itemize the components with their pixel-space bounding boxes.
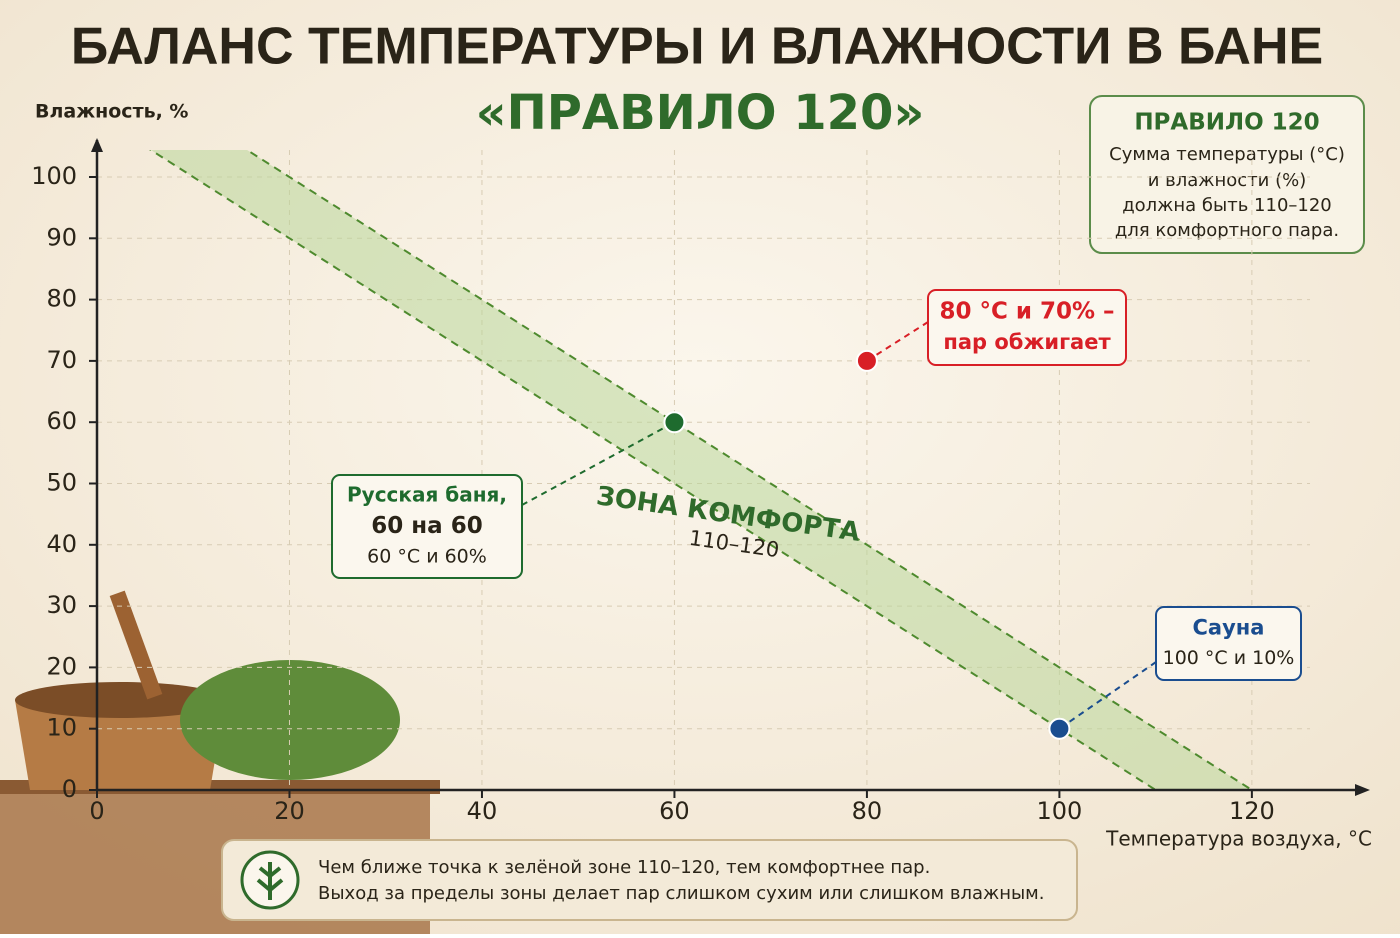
y-tick-label: 0 bbox=[62, 775, 77, 803]
zone-band bbox=[150, 150, 1252, 790]
note-box: Чем ближе точка к зелёной зоне 110–120, … bbox=[221, 839, 1078, 921]
callout-text: Сауна bbox=[1193, 615, 1265, 639]
subtitle: «ПРАВИЛО 120» bbox=[476, 85, 925, 141]
title: БАЛАНС ТЕМПЕРАТУРЫ И ВЛАЖНОСТИ В БАНЕ bbox=[71, 18, 1323, 76]
y-tick-label: 80 bbox=[46, 285, 77, 313]
callout-text: пар обжигает bbox=[943, 330, 1111, 354]
y-tick-label: 20 bbox=[46, 652, 77, 680]
x-axis-label: Температура воздуха, °С bbox=[1105, 827, 1372, 851]
callout-text: 60 на 60 bbox=[371, 513, 482, 539]
x-tick-label: 20 bbox=[274, 797, 305, 825]
y-axis-label: Влажность, % bbox=[35, 101, 188, 123]
info-line: Сумма температуры (°С) bbox=[1109, 144, 1345, 165]
y-tick-label: 70 bbox=[46, 346, 77, 374]
y-tick-label: 30 bbox=[46, 591, 77, 619]
info-line: и влажности (%) bbox=[1148, 170, 1307, 191]
y-tick-label: 60 bbox=[46, 407, 77, 435]
y-tick-label: 50 bbox=[46, 469, 77, 497]
callout-text: Русская баня, bbox=[347, 483, 507, 507]
callout-text: 60 °С и 60% bbox=[367, 545, 487, 567]
point bbox=[663, 411, 686, 434]
note-line: Выход за пределы зоны делает пар слишком… bbox=[318, 883, 1045, 904]
info-line: должна быть 110–120 bbox=[1122, 195, 1332, 216]
note-frame bbox=[221, 839, 1078, 921]
callout-line bbox=[1058, 661, 1157, 730]
info-box: ПРАВИЛО 120 Сумма температуры (°С) и вла… bbox=[1089, 95, 1365, 254]
callout-line bbox=[866, 321, 929, 362]
y-tick-label: 40 bbox=[46, 530, 77, 558]
x-tick-label: 100 bbox=[1036, 797, 1082, 825]
x-tick-label: 40 bbox=[467, 797, 498, 825]
point bbox=[855, 349, 878, 372]
callout-text: 80 °С и 70% – bbox=[939, 298, 1114, 324]
point bbox=[1048, 717, 1071, 740]
callout-box bbox=[927, 289, 1127, 366]
y-tick-label: 100 bbox=[31, 162, 77, 190]
callout-line bbox=[521, 421, 675, 506]
callout-text: 100 °С и 10% bbox=[1163, 647, 1295, 669]
leaf-icon-stem bbox=[256, 862, 284, 900]
callout-box bbox=[331, 474, 523, 579]
x-tick-label: 80 bbox=[852, 797, 883, 825]
info-line: для комфортного пара. bbox=[1115, 220, 1339, 241]
x-tick-label: 60 bbox=[659, 797, 690, 825]
info-box-frame bbox=[1089, 95, 1365, 254]
comfort-zone bbox=[148, 150, 1253, 790]
info-title: ПРАВИЛО 120 bbox=[1134, 110, 1319, 136]
zone-edge bbox=[245, 150, 1253, 790]
callout-box bbox=[1155, 606, 1302, 681]
axes bbox=[95, 140, 1362, 792]
x-tick-label: 0 bbox=[89, 797, 104, 825]
x-tick-label: 120 bbox=[1229, 797, 1275, 825]
y-tick-label: 10 bbox=[46, 714, 77, 742]
y-tick-label: 90 bbox=[46, 223, 77, 251]
note-line: Чем ближе точка к зелёной зоне 110–120, … bbox=[318, 857, 930, 878]
